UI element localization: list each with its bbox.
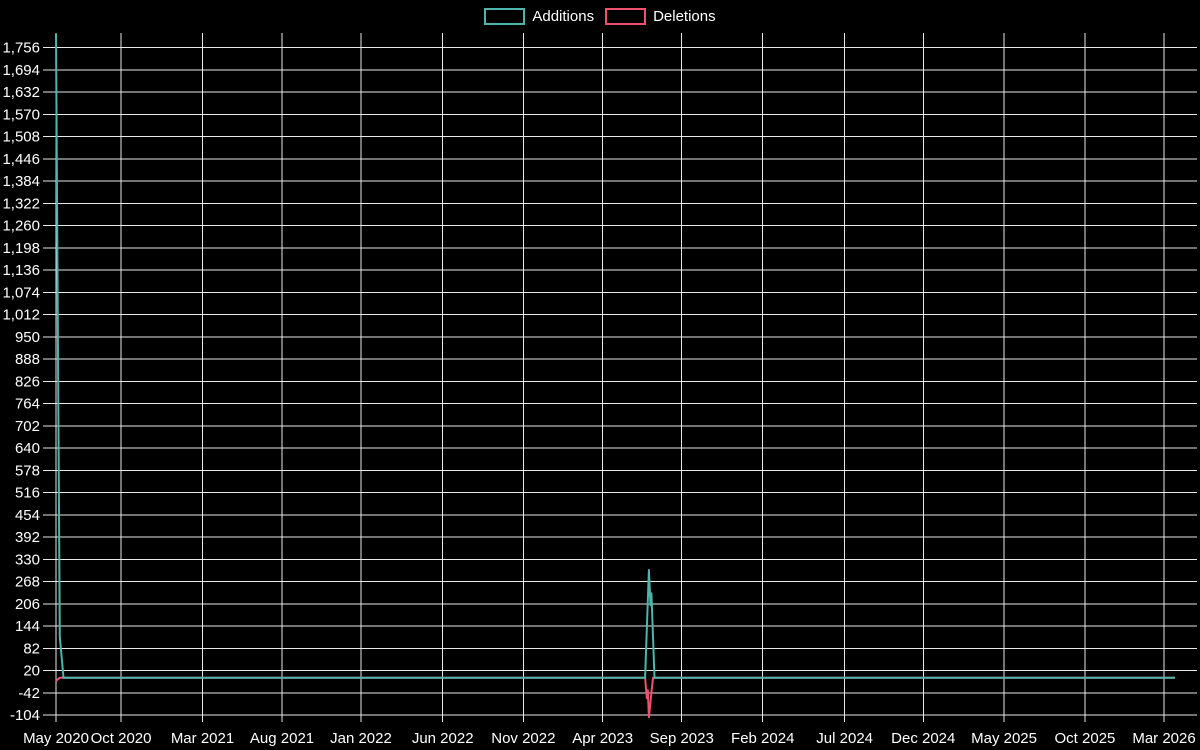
x-tick-label: Dec 2024 bbox=[891, 730, 955, 747]
x-tick-label: Aug 2021 bbox=[250, 730, 314, 747]
y-tick-label: 888 bbox=[15, 351, 40, 368]
x-tick-label: Oct 2020 bbox=[91, 730, 152, 747]
y-tick-label: 516 bbox=[15, 485, 40, 502]
y-tick-label: 1,074 bbox=[2, 284, 40, 301]
y-tick-label: 268 bbox=[15, 574, 40, 591]
vertical-gridlines bbox=[55, 33, 1165, 722]
y-tick-label: 1,322 bbox=[2, 195, 40, 212]
y-tick-label: 1,694 bbox=[2, 62, 40, 79]
additions-line bbox=[55, 33, 1175, 679]
legend-label-additions: Additions bbox=[532, 8, 595, 25]
x-tick-label: Apr 2023 bbox=[572, 730, 633, 747]
y-tick-label: 1,260 bbox=[2, 218, 40, 235]
x-tick-label: May 2020 bbox=[23, 730, 89, 747]
y-tick-label: 702 bbox=[15, 418, 40, 435]
y-tick-label: 330 bbox=[15, 551, 40, 568]
x-tick-label: Sep 2023 bbox=[650, 730, 714, 747]
y-tick-label: 454 bbox=[15, 507, 40, 524]
y-tick-label: 1,756 bbox=[2, 40, 40, 57]
x-tick-label: Mar 2026 bbox=[1132, 730, 1195, 747]
y-tick-label: 1,508 bbox=[2, 129, 40, 146]
y-tick-label: 392 bbox=[15, 529, 40, 546]
legend-label-deletions: Deletions bbox=[653, 8, 716, 25]
x-tick-label: Mar 2021 bbox=[171, 730, 234, 747]
y-tick-label: 1,632 bbox=[2, 84, 40, 101]
y-tick-label: 82 bbox=[23, 640, 40, 657]
y-tick-label: 764 bbox=[15, 396, 40, 413]
y-tick-label: 1,198 bbox=[2, 240, 40, 257]
y-tick-label: 1,384 bbox=[2, 173, 40, 190]
y-tick-label: 950 bbox=[15, 329, 40, 346]
legend-item-deletions[interactable]: Deletions bbox=[605, 8, 716, 25]
y-tick-label: 1,136 bbox=[2, 262, 40, 279]
y-tick-label: 1,012 bbox=[2, 307, 40, 324]
x-tick-label: Oct 2025 bbox=[1055, 730, 1116, 747]
y-tick-label: 1,570 bbox=[2, 106, 40, 123]
x-tick-label: May 2025 bbox=[971, 730, 1037, 747]
chart-legend: Additions Deletions bbox=[0, 8, 1200, 25]
deletions-swatch-icon bbox=[605, 8, 647, 25]
y-tick-label: 20 bbox=[23, 663, 40, 680]
y-tick-label: 206 bbox=[15, 596, 40, 613]
y-axis-labels: 1,756 1,694 1,632 1,570 1,508 1,446 1,384 1,322… bbox=[2, 40, 40, 724]
x-tick-label: Jan 2022 bbox=[330, 730, 392, 747]
y-tick-label: 1,446 bbox=[2, 151, 40, 168]
x-tick-label: Jun 2022 bbox=[412, 730, 474, 747]
x-tick-label: Nov 2022 bbox=[491, 730, 555, 747]
y-tick-label: 144 bbox=[15, 618, 40, 635]
deletions-line bbox=[55, 676, 1175, 719]
x-tick-label: Jul 2024 bbox=[816, 730, 873, 747]
y-tick-label: -104 bbox=[10, 707, 40, 724]
y-tick-label: 578 bbox=[15, 462, 40, 479]
horizontal-gridlines bbox=[43, 47, 1197, 716]
y-tick-label: 826 bbox=[15, 373, 40, 390]
y-tick-label: 640 bbox=[15, 440, 40, 457]
additions-swatch-icon bbox=[484, 8, 526, 25]
legend-item-additions[interactable]: Additions bbox=[484, 8, 594, 25]
x-tick-label: Feb 2024 bbox=[731, 730, 794, 747]
x-axis-labels: May 2020 Oct 2020 Mar 2021 Aug 2021 Jan 2022… bbox=[23, 730, 1196, 747]
y-tick-label: -42 bbox=[18, 685, 40, 702]
